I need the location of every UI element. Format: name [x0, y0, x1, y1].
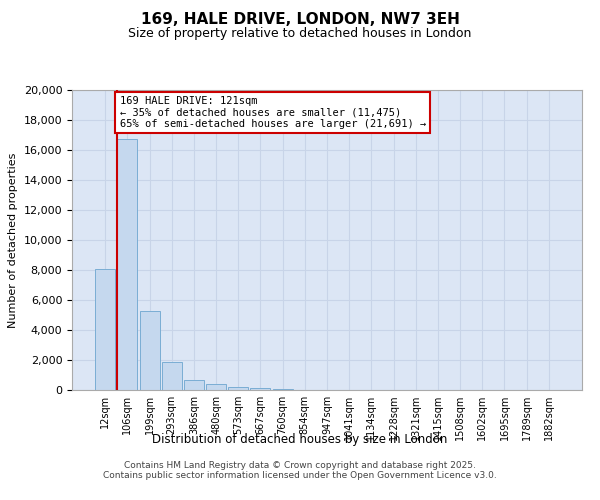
Bar: [118, 140, 137, 390]
Text: Contains HM Land Registry data © Crown copyright and database right 2025.
Contai: Contains HM Land Registry data © Crown c…: [103, 460, 497, 480]
Y-axis label: Number of detached properties: Number of detached properties: [8, 152, 18, 328]
Text: Distribution of detached houses by size in London: Distribution of detached houses by size …: [152, 432, 448, 446]
Text: Size of property relative to detached houses in London: Size of property relative to detached ho…: [128, 28, 472, 40]
Bar: [250, 388, 271, 390]
Text: 169, HALE DRIVE, LONDON, NW7 3EH: 169, HALE DRIVE, LONDON, NW7 3EH: [140, 12, 460, 28]
Bar: [184, 380, 204, 390]
Bar: [95, 268, 115, 390]
Bar: [272, 389, 293, 390]
Text: 169 HALE DRIVE: 121sqm
← 35% of detached houses are smaller (11,475)
65% of semi: 169 HALE DRIVE: 121sqm ← 35% of detached…: [119, 96, 426, 129]
Bar: [228, 387, 248, 390]
Bar: [162, 362, 182, 390]
Bar: [140, 310, 160, 390]
Bar: [206, 384, 226, 390]
